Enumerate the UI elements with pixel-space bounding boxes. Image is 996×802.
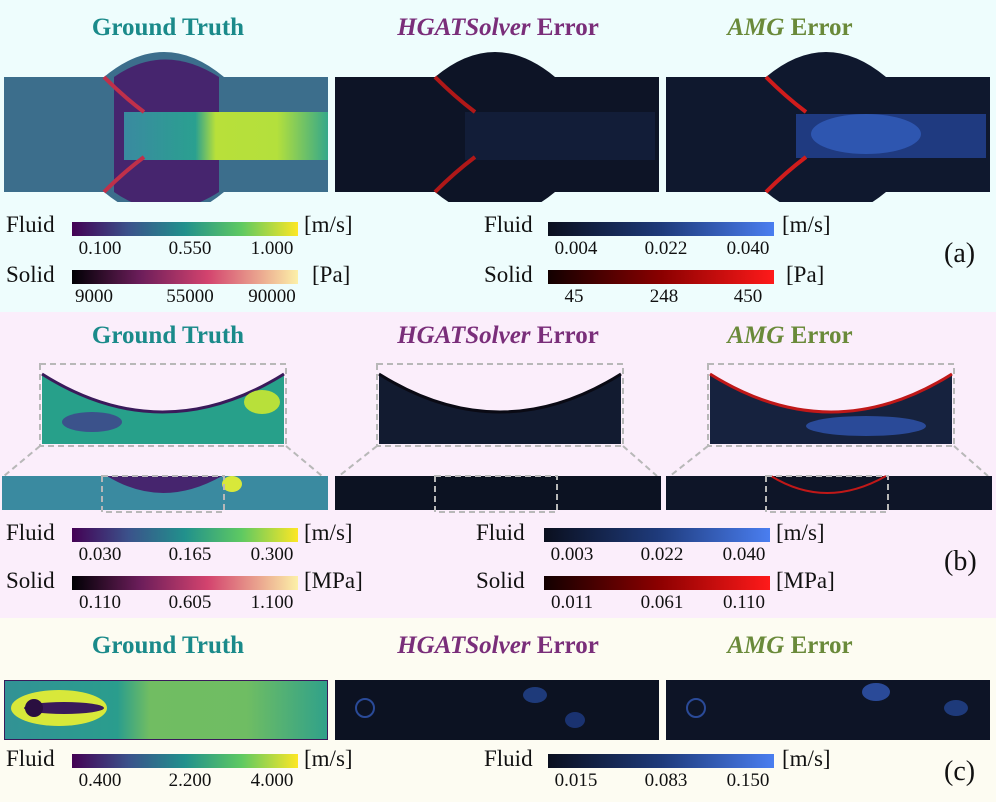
- title-amg-error-c: AMG Error: [727, 632, 853, 659]
- colorbar-blues-a: [548, 222, 774, 236]
- title-ground-truth-b: Ground Truth: [91, 322, 245, 349]
- colorbar-reds-b: [544, 576, 770, 590]
- unit-fluid-err-c: [m/s]: [782, 746, 831, 771]
- title-hgat-error-c: HGATSolver Error: [397, 632, 599, 659]
- unit-fluid-gt-b: [m/s]: [304, 520, 353, 545]
- unit-fluid-err-b: [m/s]: [776, 520, 825, 545]
- label-solid-gt-b: Solid: [6, 568, 55, 593]
- unit-solid-err-b: [MPa]: [776, 568, 835, 593]
- unit-solid-err-a: [Pa]: [786, 262, 825, 287]
- title-ground-truth-c: Ground Truth: [91, 632, 245, 659]
- colorbar-blues-c: [548, 754, 774, 768]
- gt-field-c: [4, 680, 328, 740]
- unit-fluid-err-a: [m/s]: [782, 212, 831, 237]
- title-amg-error-b: AMG Error: [727, 322, 853, 349]
- label-solid-gt-a: Solid: [6, 262, 55, 287]
- panel-tag-b: (b): [944, 546, 977, 577]
- colorbar-viridis-b: [72, 528, 298, 542]
- unit-fluid-gt-c: [m/s]: [304, 746, 353, 771]
- colorbar-blues-b: [544, 528, 770, 542]
- unit-fluid-gt-a: [m/s]: [304, 212, 353, 237]
- colorbar-viridis-c: [72, 754, 298, 768]
- unit-solid-gt-a: [Pa]: [312, 262, 351, 287]
- title-ground-truth-a: Ground Truth: [91, 14, 245, 41]
- label-solid-err-a: Solid: [484, 262, 533, 287]
- title-hgat-error-a: HGATSolver Error: [397, 14, 599, 41]
- unit-solid-gt-b: [MPa]: [304, 568, 363, 593]
- colorbar-magma-a: [72, 270, 298, 284]
- amg-error-field-b: [666, 363, 992, 513]
- label-fluid-err-a: Fluid: [484, 212, 533, 237]
- panel-tag-c: (c): [944, 756, 976, 787]
- amg-error-field-a: [666, 52, 990, 202]
- gt-field-b: [2, 363, 328, 513]
- hgat-error-field-b: [335, 363, 661, 513]
- label-fluid-err-b: Fluid: [476, 520, 525, 545]
- amg-error-field-c: [666, 680, 990, 740]
- title-hgat-error-b: HGATSolver Error: [397, 322, 599, 349]
- colorbar-magma-b: [72, 576, 298, 590]
- hgat-error-field-a: [335, 52, 659, 202]
- colorbar-reds-a: [548, 270, 774, 284]
- panel-tag-a: (a): [944, 238, 976, 269]
- label-solid-err-b: Solid: [476, 568, 525, 593]
- label-fluid-err-c: Fluid: [484, 746, 533, 771]
- label-fluid-gt-c: Fluid: [6, 746, 55, 771]
- colorbar-viridis-a: [72, 222, 298, 236]
- hgat-error-field-c: [335, 680, 659, 740]
- label-fluid-gt-a: Fluid: [6, 212, 55, 237]
- label-fluid-gt-b: Fluid: [6, 520, 55, 545]
- gt-field-a: [4, 52, 328, 202]
- title-amg-error-a: AMG Error: [727, 14, 853, 41]
